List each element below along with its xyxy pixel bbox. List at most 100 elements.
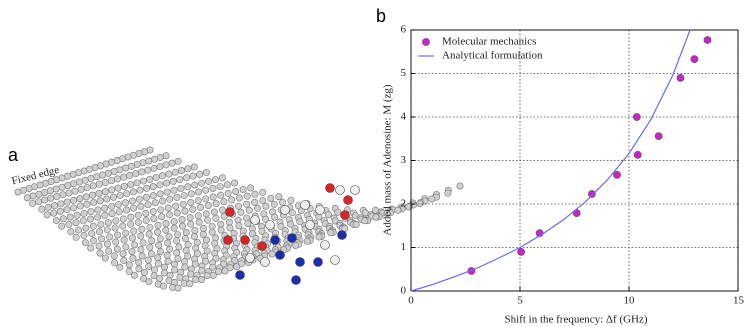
atom: [314, 258, 323, 267]
atom: [130, 189, 136, 195]
atom: [351, 186, 360, 195]
atom: [198, 276, 204, 282]
atom: [188, 199, 194, 205]
atom: [123, 244, 129, 250]
atom: [175, 285, 181, 291]
atom: [170, 178, 176, 184]
x-tick-label: 10: [624, 295, 636, 307]
atom: [53, 217, 59, 223]
data-point: [677, 74, 684, 81]
atom: [115, 185, 121, 191]
atom: [154, 229, 160, 235]
atom: [213, 200, 219, 206]
atom: [146, 231, 152, 237]
atom: [219, 175, 225, 181]
atom: [150, 192, 156, 198]
atom: [150, 208, 156, 214]
atom: [120, 174, 126, 180]
atom: [316, 206, 325, 215]
atom: [57, 208, 63, 214]
atom: [113, 239, 119, 245]
atom: [235, 203, 241, 209]
data-point: [517, 248, 524, 255]
atom: [163, 153, 169, 159]
atom: [217, 192, 223, 198]
atom: [200, 231, 206, 237]
atom: [251, 216, 260, 225]
atom: [296, 258, 305, 267]
atom: [117, 192, 123, 198]
atom: [99, 172, 105, 178]
atom: [45, 204, 51, 210]
atom: [205, 178, 211, 184]
atom: [203, 196, 209, 202]
atom: [185, 184, 191, 190]
atom: [94, 214, 100, 220]
atom: [191, 233, 197, 239]
atom: [120, 251, 126, 257]
atom: [104, 241, 110, 247]
atom: [128, 181, 134, 187]
atom: [121, 257, 127, 263]
atom: [143, 185, 149, 191]
atom: [102, 188, 108, 194]
atom: [179, 216, 185, 222]
atom: [156, 242, 162, 248]
atom: [83, 225, 89, 231]
atom: [183, 229, 189, 235]
atom: [131, 228, 137, 234]
atom: [98, 221, 104, 227]
atom: [123, 207, 129, 213]
atom: [53, 186, 59, 192]
atom: [113, 218, 119, 224]
atom: [191, 164, 197, 170]
atom: [188, 221, 194, 227]
atom: [336, 186, 345, 195]
atom: [269, 251, 275, 257]
atom: [234, 264, 240, 270]
atom: [150, 183, 156, 189]
atom: [97, 250, 103, 256]
atom: [183, 247, 189, 253]
atom: [128, 214, 134, 220]
atom: [306, 221, 315, 230]
atom: [209, 223, 215, 229]
atom: [210, 185, 216, 191]
atom: [146, 278, 152, 284]
atom: [276, 193, 282, 199]
atom: [210, 272, 216, 278]
atom: [173, 238, 179, 244]
atom: [457, 183, 463, 189]
atom: [174, 194, 180, 200]
atom: [171, 225, 177, 231]
atom: [153, 174, 159, 180]
atom: [136, 259, 142, 265]
atom: [165, 205, 171, 211]
atom: [157, 191, 163, 197]
atom: [93, 174, 99, 180]
atom: [240, 186, 246, 192]
data-point: [588, 190, 595, 197]
atom: [276, 251, 285, 260]
atom: [136, 266, 142, 272]
atom: [64, 206, 70, 212]
atom: [108, 177, 114, 183]
atom: [29, 200, 35, 206]
atom: [175, 256, 181, 262]
x-tick-label: 0: [408, 295, 414, 307]
atom: [178, 185, 184, 191]
atom: [138, 233, 144, 239]
legend-swatch: [422, 38, 429, 45]
atom: [82, 177, 88, 183]
atom: [161, 264, 167, 270]
atom: [429, 196, 435, 202]
atom: [228, 197, 234, 203]
atom: [331, 256, 340, 265]
atom: [226, 219, 232, 225]
atom: [445, 190, 451, 196]
atom: [183, 175, 189, 181]
atom: [129, 198, 135, 204]
atom: [140, 178, 146, 184]
data-point: [633, 113, 640, 120]
atom: [155, 222, 161, 228]
